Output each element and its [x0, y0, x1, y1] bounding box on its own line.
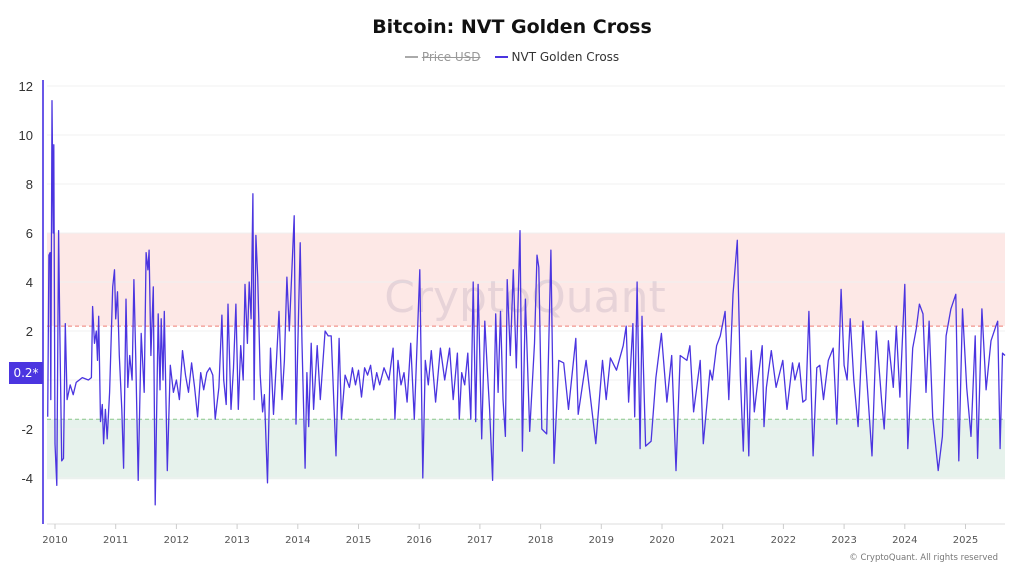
legend: Price USD NVT Golden Cross	[0, 50, 1024, 64]
copyright: © CryptoQuant. All rights reserved	[849, 553, 998, 563]
legend-item-price-usd[interactable]: Price USD	[404, 50, 481, 64]
legend-label: Price USD	[421, 50, 481, 64]
legend-swatch	[494, 56, 508, 58]
x-tick-label: 2021	[710, 535, 735, 546]
x-tick-label: 2010	[42, 535, 67, 546]
x-tick-label: 2013	[224, 535, 249, 546]
x-tick-label: 2015	[346, 535, 371, 546]
x-tick-label: 2011	[103, 535, 128, 546]
x-tick-label: 2018	[528, 535, 553, 546]
threshold-band	[47, 419, 1005, 480]
x-tick-label: 2012	[164, 535, 189, 546]
legend-swatch	[404, 56, 418, 58]
y-tick-label: 8	[26, 177, 33, 192]
x-tick-label: 2024	[892, 535, 917, 546]
x-tick-label: 2016	[406, 535, 431, 546]
legend-label: NVT Golden Cross	[511, 50, 620, 64]
x-tick-label: 2023	[831, 535, 856, 546]
x-tick-label: 2025	[953, 535, 978, 546]
x-tick-label: 2014	[285, 535, 310, 546]
chart-title: Bitcoin: NVT Golden Cross	[372, 16, 652, 38]
x-tick-label: 2022	[771, 535, 796, 546]
x-tick-label: 2020	[649, 535, 674, 546]
y-tick-label: 2	[26, 324, 33, 339]
y-tick-label: 6	[26, 226, 33, 241]
y-tick-label: -4	[21, 471, 33, 486]
y-tick-label: 10	[19, 128, 33, 143]
y-tick-label: -2	[21, 422, 33, 437]
y-tick-label: 12	[19, 79, 33, 94]
legend-item-nvt-golden-cross[interactable]: NVT Golden Cross	[494, 50, 620, 64]
x-tick-label: 2017	[467, 535, 492, 546]
series-line-nvt-golden-cross	[47, 100, 1006, 506]
x-tick-label: 2019	[589, 535, 614, 546]
last-value-label: 0.2*	[9, 362, 43, 384]
y-tick-label: 4	[26, 275, 33, 290]
